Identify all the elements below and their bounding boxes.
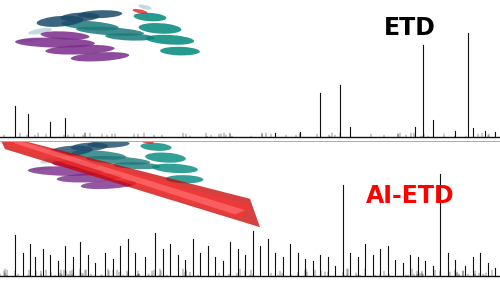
Text: ETD: ETD	[384, 16, 436, 40]
Ellipse shape	[78, 10, 122, 18]
Ellipse shape	[15, 37, 95, 48]
Polygon shape	[5, 133, 245, 214]
Ellipse shape	[145, 153, 186, 163]
Ellipse shape	[145, 135, 158, 140]
Ellipse shape	[80, 180, 136, 189]
Ellipse shape	[138, 5, 151, 10]
Ellipse shape	[60, 12, 100, 22]
Ellipse shape	[86, 156, 150, 165]
Ellipse shape	[71, 52, 129, 61]
Ellipse shape	[18, 37, 42, 42]
Ellipse shape	[88, 140, 130, 148]
Ellipse shape	[114, 162, 160, 169]
Ellipse shape	[28, 28, 52, 35]
Ellipse shape	[138, 23, 182, 34]
Ellipse shape	[132, 9, 148, 14]
Polygon shape	[0, 131, 250, 219]
Ellipse shape	[72, 150, 126, 160]
Ellipse shape	[48, 146, 92, 156]
Ellipse shape	[106, 33, 154, 41]
Ellipse shape	[134, 13, 166, 21]
Ellipse shape	[152, 164, 198, 173]
Ellipse shape	[76, 27, 144, 36]
Ellipse shape	[166, 175, 203, 183]
Ellipse shape	[56, 173, 122, 183]
Ellipse shape	[36, 16, 84, 27]
Ellipse shape	[40, 157, 63, 164]
Ellipse shape	[40, 31, 90, 40]
Ellipse shape	[160, 47, 200, 55]
Ellipse shape	[62, 21, 118, 30]
Ellipse shape	[46, 45, 114, 55]
Ellipse shape	[146, 35, 194, 45]
Polygon shape	[0, 128, 260, 227]
Text: AI-ETD: AI-ETD	[366, 184, 454, 208]
Ellipse shape	[140, 143, 172, 151]
Ellipse shape	[52, 160, 98, 168]
Ellipse shape	[32, 166, 52, 171]
Ellipse shape	[140, 139, 153, 144]
Ellipse shape	[71, 143, 108, 151]
Ellipse shape	[28, 166, 104, 176]
